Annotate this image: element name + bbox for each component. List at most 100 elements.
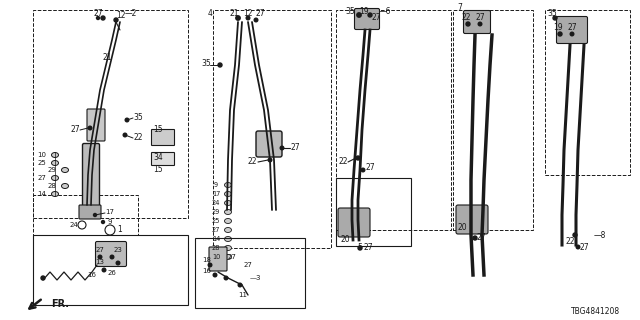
FancyBboxPatch shape: [338, 208, 370, 237]
Ellipse shape: [51, 161, 58, 165]
Text: 28: 28: [47, 183, 56, 189]
Text: 27: 27: [38, 175, 47, 181]
Circle shape: [246, 16, 250, 20]
Text: 22: 22: [247, 157, 257, 166]
Circle shape: [101, 16, 105, 20]
Text: 14: 14: [212, 236, 220, 242]
Bar: [33, 235, 188, 305]
Text: 19: 19: [553, 23, 563, 33]
Circle shape: [553, 16, 557, 20]
Text: 35: 35: [345, 6, 355, 15]
FancyBboxPatch shape: [152, 153, 175, 165]
Text: 16: 16: [88, 272, 97, 278]
Ellipse shape: [51, 191, 58, 196]
Text: 27: 27: [363, 244, 373, 252]
Text: 24: 24: [70, 222, 78, 228]
Circle shape: [473, 236, 477, 240]
Text: 35: 35: [133, 113, 143, 122]
Bar: [453, 10, 533, 230]
Text: 27: 27: [476, 234, 486, 243]
Ellipse shape: [61, 183, 68, 188]
Text: 28: 28: [212, 245, 220, 251]
Circle shape: [361, 168, 365, 172]
Text: 27: 27: [255, 9, 265, 18]
Circle shape: [358, 246, 362, 250]
Circle shape: [576, 245, 580, 249]
Circle shape: [238, 283, 242, 287]
Circle shape: [478, 22, 482, 26]
FancyBboxPatch shape: [557, 17, 588, 44]
FancyBboxPatch shape: [209, 247, 227, 271]
Circle shape: [280, 146, 284, 150]
Text: 27: 27: [365, 164, 375, 172]
Text: 27: 27: [70, 125, 80, 134]
Circle shape: [123, 133, 127, 137]
FancyBboxPatch shape: [456, 205, 488, 234]
Circle shape: [558, 32, 562, 36]
Circle shape: [116, 261, 120, 265]
Text: 9: 9: [214, 182, 218, 188]
FancyBboxPatch shape: [463, 11, 490, 34]
Text: 26: 26: [108, 270, 116, 276]
Text: 19: 19: [359, 6, 369, 15]
Circle shape: [236, 16, 240, 20]
Text: 29: 29: [212, 209, 220, 215]
FancyBboxPatch shape: [256, 131, 282, 157]
Circle shape: [356, 156, 360, 160]
Circle shape: [254, 18, 258, 22]
Text: 17: 17: [106, 209, 115, 215]
Text: —2: —2: [125, 10, 137, 19]
Ellipse shape: [61, 167, 68, 172]
Text: 27: 27: [228, 254, 236, 260]
Circle shape: [125, 118, 129, 122]
Text: 9: 9: [108, 219, 112, 225]
Text: 22: 22: [461, 13, 471, 22]
Ellipse shape: [51, 175, 58, 180]
Text: 27: 27: [567, 23, 577, 33]
Text: 21: 21: [102, 53, 112, 62]
Text: 16: 16: [202, 268, 211, 274]
Circle shape: [218, 63, 222, 67]
Text: 12: 12: [116, 12, 125, 20]
Text: —6: —6: [379, 6, 391, 15]
Text: 27: 27: [579, 243, 589, 252]
Text: 27: 27: [212, 227, 220, 233]
Text: 10: 10: [38, 152, 47, 158]
Text: 1: 1: [118, 226, 122, 235]
Ellipse shape: [225, 210, 232, 214]
Circle shape: [208, 263, 212, 267]
Bar: [545, 10, 630, 175]
Text: 24: 24: [212, 200, 220, 206]
Text: 27: 27: [95, 247, 104, 253]
Text: 35: 35: [547, 9, 557, 18]
Ellipse shape: [225, 219, 232, 223]
FancyBboxPatch shape: [355, 9, 380, 29]
Bar: [336, 10, 451, 230]
Text: 21: 21: [229, 9, 239, 18]
Circle shape: [102, 268, 106, 272]
Text: 17: 17: [212, 191, 220, 197]
Circle shape: [213, 273, 217, 277]
Bar: [336, 178, 411, 246]
Ellipse shape: [225, 201, 232, 205]
FancyBboxPatch shape: [95, 242, 127, 267]
Circle shape: [466, 22, 470, 26]
Text: —3: —3: [249, 275, 260, 281]
Circle shape: [110, 255, 114, 259]
Circle shape: [114, 18, 118, 22]
Ellipse shape: [225, 182, 232, 188]
Circle shape: [88, 126, 92, 130]
Text: 29: 29: [47, 167, 56, 173]
Text: 10: 10: [212, 254, 220, 260]
Ellipse shape: [225, 245, 232, 251]
Text: 14: 14: [38, 191, 47, 197]
Text: 15: 15: [153, 165, 163, 174]
FancyBboxPatch shape: [83, 143, 99, 212]
Bar: [33, 195, 138, 235]
Circle shape: [41, 276, 45, 280]
Circle shape: [368, 13, 372, 17]
Circle shape: [102, 220, 104, 223]
Text: 25: 25: [212, 218, 220, 224]
Circle shape: [268, 158, 272, 162]
Text: —8: —8: [594, 230, 606, 239]
